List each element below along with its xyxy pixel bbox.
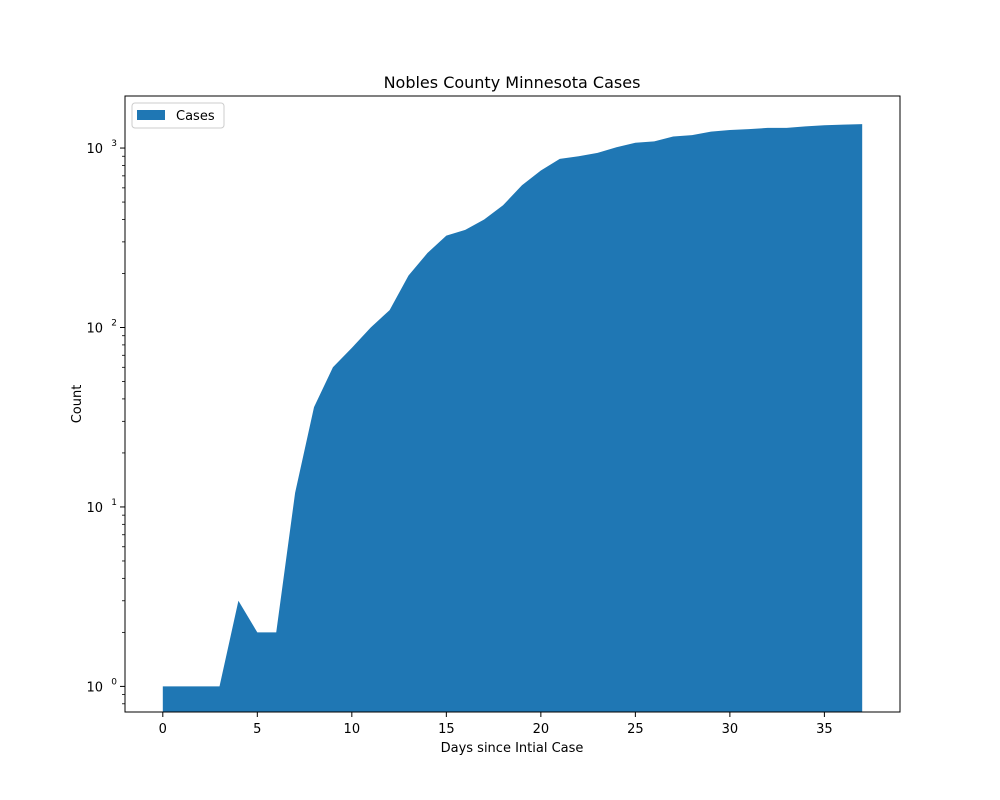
- y-tick-label: 10: [86, 321, 103, 336]
- y-tick-label: 10: [86, 142, 103, 157]
- x-tick-label: 10: [344, 722, 361, 737]
- y-axis-title: Count: [70, 385, 85, 424]
- legend-swatch: [137, 110, 165, 120]
- x-axis: 0 5 10 15 20 25 30 35: [159, 712, 833, 737]
- x-tick-label: 25: [627, 722, 644, 737]
- legend: Cases: [131, 102, 225, 129]
- y-tick-label: 10: [86, 501, 103, 516]
- y-tick-exponent: 3: [111, 139, 117, 149]
- y-tick-exponent: 1: [111, 498, 117, 508]
- x-tick-label: 30: [722, 722, 739, 737]
- y-axis: 10 0 10 1 10 2 10 3: [86, 139, 125, 705]
- chart-title: Nobles County Minnesota Cases: [384, 73, 641, 92]
- y-tick-label: 10: [86, 680, 103, 695]
- series-cases-area: [162, 124, 863, 712]
- y-tick-exponent: 2: [111, 318, 117, 328]
- x-tick-label: 0: [159, 722, 167, 737]
- x-axis-title: Days since Intial Case: [441, 741, 584, 756]
- x-tick-label: 20: [533, 722, 550, 737]
- plot-area: [162, 124, 863, 712]
- legend-label: Cases: [176, 109, 215, 124]
- x-tick-label: 15: [438, 722, 455, 737]
- plot-frame: [124, 95, 901, 713]
- x-tick-label: 35: [816, 722, 833, 737]
- y-tick-exponent: 0: [111, 677, 117, 687]
- legend-box: [131, 102, 225, 129]
- x-tick-label: 5: [253, 722, 261, 737]
